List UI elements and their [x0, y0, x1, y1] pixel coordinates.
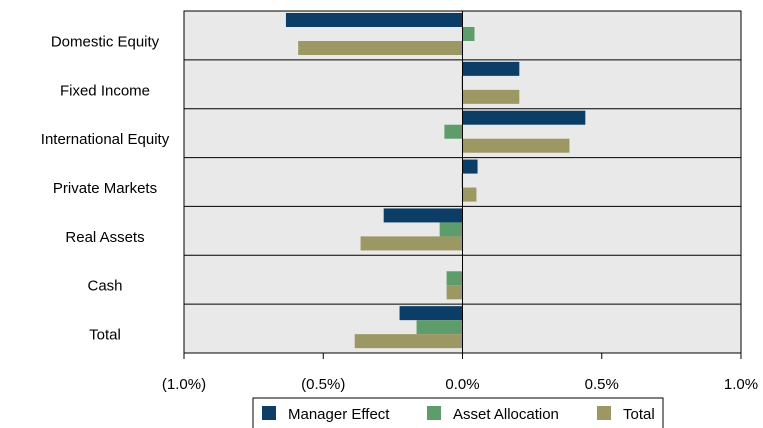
category-label: International Equity [41, 131, 170, 148]
legend: Manager Effect Asset Allocation Total [252, 397, 664, 428]
bar [462, 61, 520, 76]
bar [383, 208, 463, 223]
bar [462, 159, 478, 174]
legend-label: Total [623, 406, 655, 423]
x-tick-label: 1.0% [724, 376, 758, 393]
bar [416, 320, 463, 335]
bar [462, 187, 477, 202]
bar [285, 13, 463, 27]
legend-swatch [262, 406, 276, 420]
category-label: Real Assets [65, 229, 144, 246]
legend-label: Manager Effect [288, 406, 390, 423]
category-label: Private Markets [53, 180, 157, 197]
x-tick-label: 0.0% [445, 376, 479, 393]
bar [298, 41, 463, 55]
bar [462, 27, 475, 41]
category-label: Domestic Equity [51, 33, 160, 50]
x-tick-label: (1.0%) [162, 376, 206, 393]
bar [462, 89, 520, 104]
legend-swatch [427, 406, 441, 420]
category-label: Total [89, 327, 121, 344]
bar [446, 285, 463, 300]
bar [360, 236, 463, 251]
bar [399, 306, 463, 321]
bar [462, 138, 570, 153]
legend-label: Asset Allocation [453, 406, 559, 423]
x-tick-label: 0.5% [585, 376, 619, 393]
bar [446, 271, 463, 286]
bar [439, 222, 463, 237]
bar [462, 110, 586, 125]
x-tick-label: (0.5%) [301, 376, 345, 393]
legend-box [252, 397, 664, 428]
bar [444, 124, 463, 139]
legend-swatch [597, 406, 611, 420]
category-label: Cash [87, 278, 122, 295]
bar [354, 334, 463, 349]
category-label: Fixed Income [60, 82, 150, 99]
